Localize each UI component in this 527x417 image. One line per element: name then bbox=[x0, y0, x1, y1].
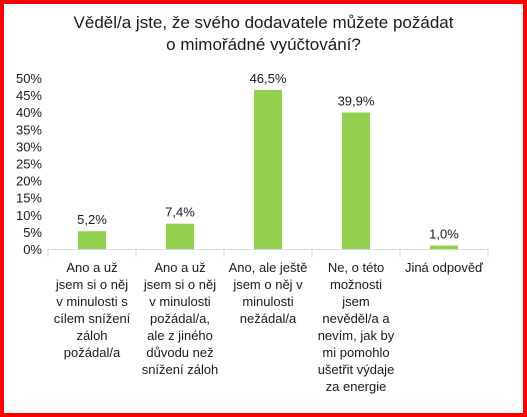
category-label-line: ušetřit výdaje bbox=[317, 362, 395, 377]
category-label-line: jsem si o něj bbox=[55, 277, 129, 292]
bar bbox=[430, 245, 458, 249]
category-label-line: mi pomohlo bbox=[322, 345, 390, 360]
category-label: Jiná odpověď bbox=[399, 259, 489, 276]
category-label-line: záloh bbox=[76, 328, 108, 343]
y-tick-label: 20% bbox=[16, 174, 42, 189]
category-label-line: minulosti bbox=[242, 294, 294, 309]
category-label-line: v minulosti s bbox=[56, 294, 128, 309]
data-label: 7,4% bbox=[165, 205, 195, 220]
y-tick-label: 40% bbox=[16, 105, 42, 120]
y-tick-label: 35% bbox=[16, 122, 42, 137]
y-tick-label: 10% bbox=[16, 208, 42, 223]
category-label-line: jsem o něj v bbox=[233, 277, 303, 292]
y-tick-label: 0% bbox=[23, 242, 42, 257]
category-label-line: Ano, ale ještě bbox=[228, 260, 308, 275]
category-label-line: cílem snížení bbox=[53, 311, 131, 326]
category-label-line: nežádal/a bbox=[239, 311, 297, 326]
category-label: Ne, o této možnosti jsem nevěděl/a a nevím, … bbox=[311, 259, 401, 395]
category-label: Ano a už jsem si o něj v minulosti požádal/… bbox=[135, 259, 225, 378]
category-label-line: nevím, jak by bbox=[317, 328, 395, 343]
bar bbox=[166, 223, 194, 249]
category-label-line: možnosti bbox=[329, 277, 383, 292]
category-label: Ano, ale ještě jsem o něj v minulosti nežád… bbox=[223, 259, 313, 327]
category-label-line: Ano a už bbox=[66, 260, 118, 275]
y-tick-label: 5% bbox=[23, 225, 42, 240]
category-label-line: Jiná odpověď bbox=[404, 260, 484, 275]
data-label: 5,2% bbox=[77, 212, 107, 227]
y-tick-label: 45% bbox=[16, 88, 42, 103]
chart-title-line-2: o mimořádné vyúčtování? bbox=[166, 35, 361, 54]
category-label-line: za energie bbox=[325, 379, 387, 394]
y-tick-label: 30% bbox=[16, 139, 42, 154]
chart-title: Věděl/a jste, že svého dodavatele můžete… bbox=[4, 12, 523, 56]
y-tick-label: 15% bbox=[16, 191, 42, 206]
category-label-line: Ne, o této bbox=[327, 260, 385, 275]
category-label-line: požádal/a bbox=[63, 345, 121, 360]
category-label-line: jsem si o něj bbox=[143, 277, 217, 292]
bar bbox=[342, 112, 370, 250]
category-label-line: jsem bbox=[342, 294, 370, 309]
bar bbox=[78, 231, 106, 249]
y-tick-label: 25% bbox=[16, 157, 42, 172]
category-label-line: důvodu než bbox=[146, 345, 214, 360]
category-label-line: ale z jiného bbox=[147, 328, 213, 343]
category-label-line: v minulosti bbox=[149, 294, 211, 309]
chart-title-line-1: Věděl/a jste, že svého dodavatele můžete… bbox=[73, 13, 454, 32]
bar bbox=[254, 89, 282, 249]
data-label: 1,0% bbox=[429, 227, 459, 242]
y-tick-label: 50% bbox=[16, 71, 42, 86]
category-label-line: Ano a už bbox=[154, 260, 206, 275]
category-label-line: nevěděl/a a bbox=[322, 311, 390, 326]
category-label-line: snížení záloh bbox=[141, 362, 219, 377]
data-label: 39,9% bbox=[338, 94, 375, 109]
category-label-line: požádal/a, bbox=[150, 311, 210, 326]
category-label: Ano a už jsem si o něj v minulosti s cílem … bbox=[47, 259, 137, 361]
data-label: 46,5% bbox=[250, 71, 287, 86]
